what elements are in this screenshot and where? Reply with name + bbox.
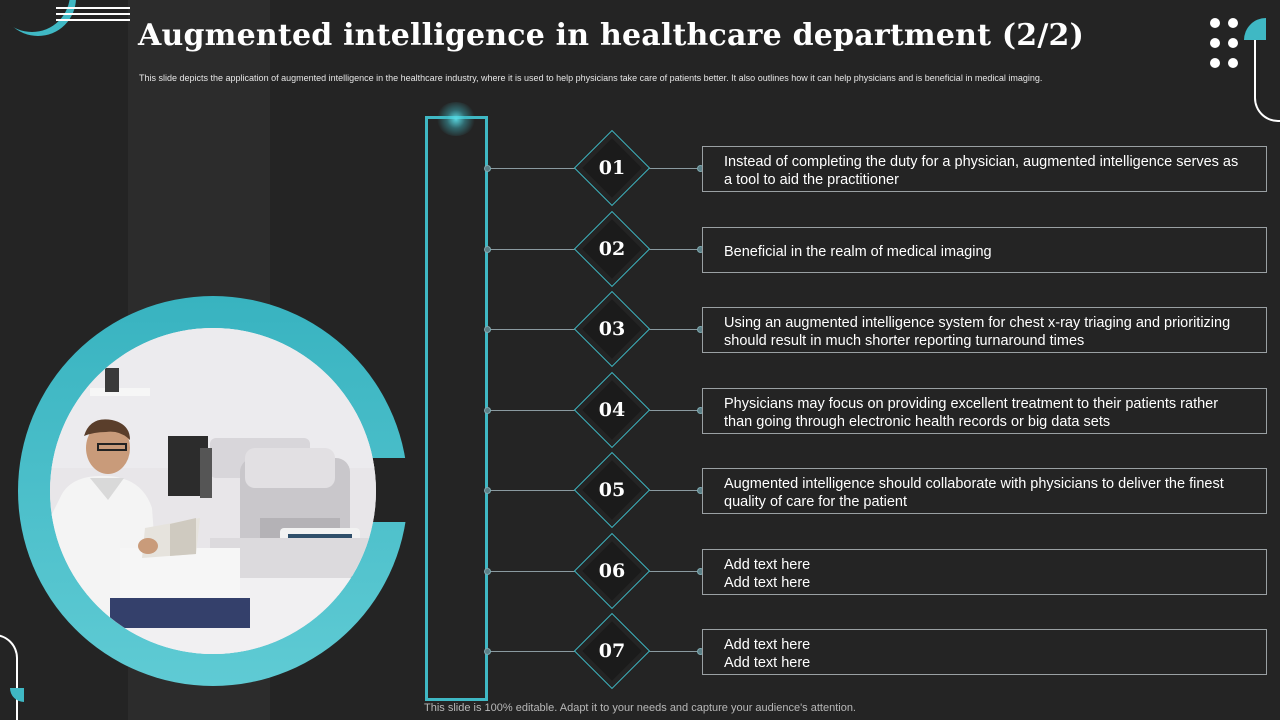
corner-line-decoration: [1254, 40, 1280, 122]
step-diamond: 03: [573, 290, 651, 368]
step-diamond: 02: [573, 210, 651, 288]
step-text-box: Augmented intelligence should collaborat…: [702, 468, 1267, 514]
dots-decoration-icon: [1210, 18, 1270, 70]
step-diamond: 05: [573, 451, 651, 529]
corner-arc-decoration: [0, 0, 80, 36]
timeline-node-dot: [484, 648, 491, 655]
step-number: 05: [598, 479, 626, 501]
timeline-glow: [436, 102, 476, 136]
step-diamond: 01: [573, 129, 651, 207]
timeline-node-dot: [484, 165, 491, 172]
step-number: 01: [598, 157, 626, 179]
step-number: 02: [598, 238, 626, 260]
timeline-bar: [425, 116, 488, 701]
timeline-node-dot: [484, 246, 491, 253]
step-text-box: Instead of completing the duty for a phy…: [702, 146, 1267, 192]
timeline-node-dot: [484, 568, 491, 575]
step-text: Instead of completing the duty for a phy…: [724, 154, 1239, 188]
step-text: Physicians may focus on providing excell…: [724, 396, 1219, 430]
doctor-photo: [50, 328, 376, 654]
footer-note: This slide is 100% editable. Adapt it to…: [424, 702, 856, 714]
step-text: Add text here Add text here: [724, 637, 811, 671]
slide-subtitle: This slide depicts the application of au…: [139, 73, 1043, 83]
step-text-box: Add text here Add text here: [702, 549, 1267, 595]
timeline-node-dot: [484, 407, 491, 414]
menu-lines-decoration: [56, 7, 130, 25]
step-text-box: Using an augmented intelligence system f…: [702, 307, 1267, 353]
step-text-box: Physicians may focus on providing excell…: [702, 388, 1267, 434]
step-diamond: 04: [573, 371, 651, 449]
timeline-node-dot: [484, 487, 491, 494]
step-diamond: 06: [573, 532, 651, 610]
step-diamond: 07: [573, 612, 651, 690]
step-text: Augmented intelligence should collaborat…: [724, 476, 1224, 510]
step-text-box: Beneficial in the realm of medical imagi…: [702, 227, 1267, 273]
slide-title: Augmented intelligence in healthcare dep…: [138, 18, 1084, 53]
step-number: 07: [598, 640, 626, 662]
step-text-box: Add text here Add text here: [702, 629, 1267, 675]
step-text: Add text here Add text here: [724, 557, 811, 591]
step-text: Using an augmented intelligence system f…: [724, 315, 1231, 349]
step-number: 06: [598, 560, 626, 582]
timeline-node-dot: [484, 326, 491, 333]
step-number: 03: [598, 318, 626, 340]
step-text: Beneficial in the realm of medical imagi…: [724, 244, 992, 260]
step-number: 04: [598, 399, 626, 421]
